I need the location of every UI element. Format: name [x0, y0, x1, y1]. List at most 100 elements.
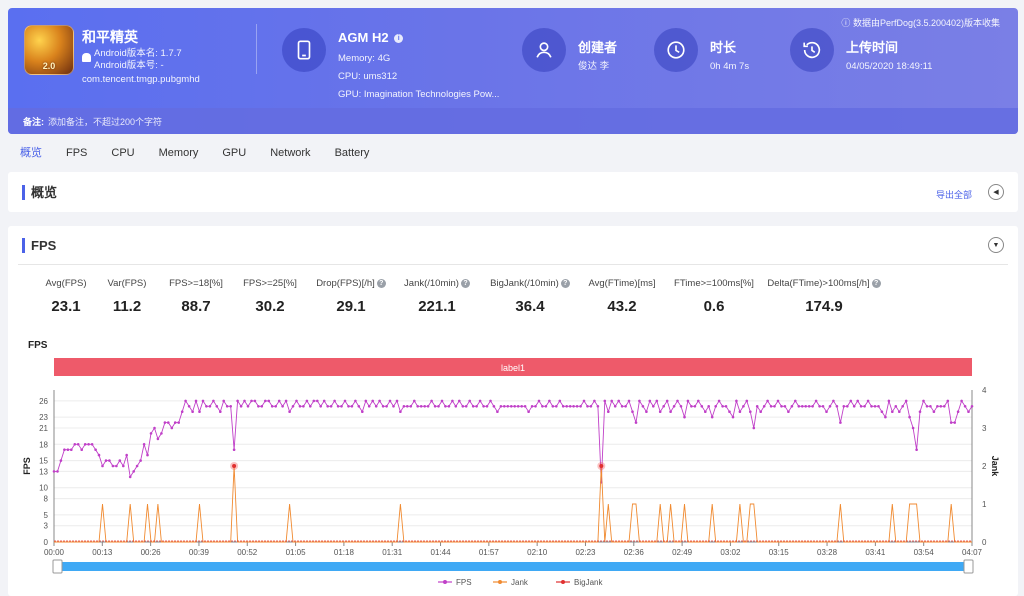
- fps-point: [454, 405, 458, 408]
- android-icon: [82, 53, 91, 62]
- legend-label: BigJank: [574, 578, 603, 587]
- note-bar[interactable]: 备注: 添加备注，不超过200个字符: [8, 108, 1018, 134]
- fps-point: [402, 405, 406, 408]
- fps-point: [371, 399, 375, 403]
- x-tick-label: 02:10: [527, 548, 548, 557]
- metric-value: 88.7: [181, 298, 211, 315]
- fps-point: [229, 405, 232, 408]
- fps-point: [929, 405, 932, 408]
- x-tick-label: 03:41: [865, 548, 886, 557]
- fps-point: [104, 459, 108, 462]
- tab-overview[interactable]: 概览: [20, 147, 42, 159]
- app-name: 和平精英: [82, 29, 138, 45]
- fps-point: [63, 448, 66, 451]
- tab-cpu[interactable]: CPU: [111, 147, 135, 159]
- fps-point: [326, 405, 330, 408]
- fps-point: [814, 399, 818, 403]
- header-divider: [256, 24, 257, 74]
- zoom-handle-right[interactable]: [963, 559, 974, 574]
- fps-point: [898, 410, 901, 413]
- version-code: Android版本号: -: [94, 60, 164, 71]
- tab-fps[interactable]: FPS: [66, 147, 88, 159]
- zoom-slider-track: [54, 562, 972, 571]
- fps-point: [309, 405, 312, 408]
- metric-label: FPS>=25[%]: [243, 278, 297, 289]
- fps-point: [381, 405, 385, 408]
- fps-point: [409, 405, 413, 408]
- app-icon-text: 2.0: [42, 61, 56, 71]
- help-icon[interactable]: ?: [376, 279, 386, 288]
- fps-point: [662, 405, 665, 408]
- fps-point: [645, 410, 648, 413]
- metric-value: 11.2: [112, 298, 142, 315]
- note-input[interactable]: 添加备注，不超过200个字符: [48, 117, 163, 127]
- fps-point: [83, 443, 87, 446]
- zoom-handle-left[interactable]: [52, 559, 63, 574]
- fps-point: [173, 421, 177, 424]
- x-tick-label: 02:23: [575, 548, 596, 557]
- fps-point: [149, 432, 153, 435]
- fps-point: [901, 405, 904, 408]
- fps-point: [610, 399, 613, 403]
- fps-point: [132, 470, 135, 473]
- fps-point: [658, 410, 662, 413]
- fps-point: [558, 399, 562, 403]
- metric-value: 23.1: [51, 298, 81, 315]
- metric: Drop(FPS)[/h]? 29.1: [308, 278, 394, 315]
- fps-point: [212, 399, 215, 403]
- y-tick-label: 15: [39, 457, 48, 466]
- fps-point: [652, 405, 655, 408]
- fps-point: [191, 410, 194, 413]
- fps-point: [631, 410, 634, 413]
- metric: FPS>=18[%] 88.7: [160, 278, 232, 315]
- legend-swatch-dot: [443, 580, 447, 584]
- device-info-icon[interactable]: i: [394, 34, 404, 44]
- fps-point: [714, 405, 717, 408]
- help-icon[interactable]: ?: [871, 279, 881, 288]
- fps-point: [295, 399, 298, 403]
- fps-point: [561, 405, 565, 408]
- fps-point: [156, 437, 160, 441]
- fps-point: [260, 405, 264, 408]
- fps-point: [468, 399, 472, 403]
- fps-point: [780, 405, 783, 408]
- metric-label: Jank(/10min)?: [404, 278, 470, 289]
- phone-icon: [282, 28, 326, 72]
- y-right-tick-label: 2: [982, 462, 987, 471]
- fps-point: [603, 399, 607, 403]
- y-tick-label: 8: [44, 495, 49, 504]
- tab-network[interactable]: Network: [270, 147, 311, 159]
- fps-point: [818, 405, 821, 408]
- fps-point: [953, 421, 956, 424]
- fps-point: [842, 405, 846, 408]
- fps-point: [572, 405, 575, 408]
- collapse-left-icon[interactable]: ◀: [988, 184, 1004, 200]
- tab-gpu[interactable]: GPU: [222, 147, 247, 159]
- tab-memory[interactable]: Memory: [158, 147, 199, 159]
- fps-point: [329, 405, 333, 408]
- fps-point: [87, 443, 90, 446]
- metric-label: BigJank(/10min)?: [490, 278, 570, 289]
- fps-point: [135, 464, 139, 468]
- fps-point: [773, 405, 776, 408]
- fps-point: [887, 399, 891, 403]
- help-icon[interactable]: ?: [560, 279, 570, 288]
- y-tick-label: 5: [44, 511, 49, 520]
- device-gpu: GPU: Imagination Technologies Pow...: [338, 89, 500, 100]
- fps-point: [704, 410, 707, 413]
- fps-point: [728, 410, 731, 413]
- fps-point: [367, 405, 371, 408]
- fps-point: [496, 410, 499, 413]
- fps-point: [305, 399, 309, 403]
- fps-point: [111, 464, 115, 468]
- fps-point: [128, 475, 132, 479]
- fps-point: [541, 405, 544, 408]
- fps-point: [582, 399, 586, 403]
- collapse-down-icon[interactable]: ▼: [988, 237, 1004, 253]
- help-icon[interactable]: ?: [460, 279, 470, 288]
- tab-battery[interactable]: Battery: [334, 147, 370, 159]
- metric-value: 174.9: [805, 298, 843, 315]
- export-all-link[interactable]: 导出全部: [935, 190, 972, 200]
- fps-point: [76, 443, 80, 446]
